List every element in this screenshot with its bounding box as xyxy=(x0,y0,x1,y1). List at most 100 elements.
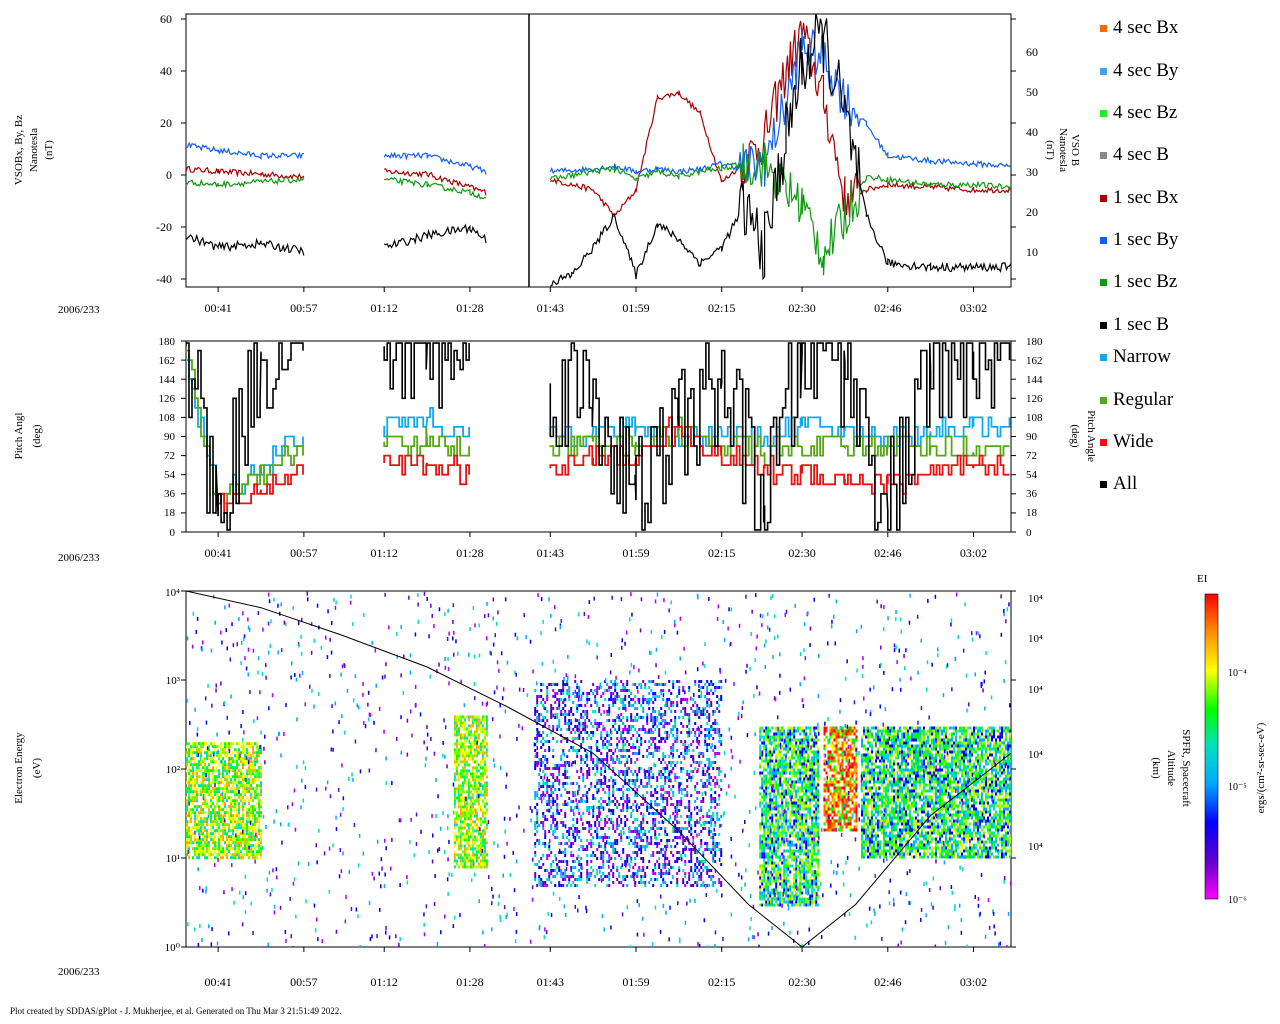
y2-tick-label: 10 xyxy=(1026,245,1038,259)
y-tick-label: 40 xyxy=(160,64,172,78)
spectrogram-cell xyxy=(238,844,240,848)
spectrogram-cell xyxy=(680,722,683,725)
spectrogram-cell xyxy=(463,766,466,770)
spectrogram-cell xyxy=(642,701,645,704)
spectrogram-cell xyxy=(694,863,697,866)
spectrogram-cell xyxy=(620,839,623,842)
spectrogram-cell xyxy=(568,797,571,800)
spectrogram-cell xyxy=(777,819,780,823)
spectrogram-cell xyxy=(592,725,595,728)
spectrogram-cell xyxy=(248,772,250,776)
spectrogram-cell xyxy=(702,770,705,773)
spectrogram-cell xyxy=(228,844,230,848)
y-tick-label: 10⁰ xyxy=(165,942,181,954)
spectrogram-cell xyxy=(192,802,194,806)
spectrogram-cell xyxy=(224,775,226,779)
spectrogram-cell xyxy=(777,762,780,766)
spectrogram-cell xyxy=(704,737,707,740)
spectrogram-cell xyxy=(471,844,474,848)
spectrogram-cell xyxy=(702,773,705,776)
spectrogram-cell xyxy=(793,738,796,742)
spectrogram-cell xyxy=(196,823,198,827)
spectrogram-cell xyxy=(789,738,792,742)
spectrogram-cell xyxy=(648,698,651,701)
spectrogram-cell xyxy=(652,851,655,854)
spectrogram-cell xyxy=(204,772,206,776)
spectrogram-cell xyxy=(775,846,778,850)
spectrogram-cell xyxy=(789,729,792,733)
spectrogram-cell xyxy=(463,763,466,767)
spectrogram-cell xyxy=(242,766,244,770)
spectrogram-cell xyxy=(477,778,480,782)
spectrogram-cell xyxy=(686,752,689,755)
spectrogram-cell xyxy=(692,698,695,701)
spectrogram-cell xyxy=(634,830,637,833)
spectrogram-cell xyxy=(773,774,776,778)
y2-tick-label: 10⁴ xyxy=(1028,749,1043,761)
spectrogram-cell xyxy=(552,833,555,836)
spectrogram-cell xyxy=(570,869,573,872)
spectrogram-cell xyxy=(224,850,226,854)
spectrogram-cell xyxy=(188,784,190,788)
spectrogram-cell xyxy=(708,761,711,764)
spectrogram-cell xyxy=(785,813,788,817)
spectrogram-cell xyxy=(194,796,196,800)
spectrogram-cell xyxy=(630,875,633,878)
spectrogram-cell xyxy=(455,835,458,839)
spectrogram-cell xyxy=(678,821,681,824)
spectrogram-cell xyxy=(554,800,557,803)
spectrogram-cell xyxy=(666,791,669,794)
spectrogram-cell xyxy=(660,737,663,740)
spectrogram-cell xyxy=(696,707,699,710)
spectrogram-cell xyxy=(550,791,553,794)
spectrogram-cell xyxy=(477,805,480,809)
spectrogram-cell xyxy=(236,811,238,815)
spectrogram-cell xyxy=(238,787,240,791)
spectrogram-cell xyxy=(453,844,456,848)
spectrogram-cell xyxy=(767,900,770,904)
spectrogram-cell xyxy=(574,806,577,809)
spectrogram-cell xyxy=(670,746,673,749)
spectrogram-cell xyxy=(475,799,478,803)
spectrogram-cell xyxy=(560,872,563,875)
spectrogram-cell xyxy=(248,829,250,833)
spectrogram-cell xyxy=(630,860,633,863)
spectrogram-cell xyxy=(455,739,458,743)
spectrogram-cell xyxy=(479,841,482,845)
spectrogram-cell xyxy=(608,836,611,839)
series-line-1-sec-b xyxy=(186,14,1011,287)
spectrogram-cell xyxy=(552,785,555,788)
spectrogram-cell xyxy=(694,788,697,791)
spectrogram-cell xyxy=(204,757,206,761)
spectrogram-cell xyxy=(485,742,488,746)
spectrogram-cell xyxy=(590,755,593,758)
spectrogram-cell xyxy=(453,727,456,731)
y2-tick-label: 162 xyxy=(1026,355,1043,367)
spectrogram-cell xyxy=(638,734,641,737)
spectrogram-cell xyxy=(787,840,790,844)
spectrogram-cell xyxy=(718,803,721,806)
spectrogram-cell xyxy=(682,827,685,830)
spectrogram-cell xyxy=(708,743,711,746)
spectrogram-cell xyxy=(220,838,222,842)
spectrogram-cell xyxy=(763,864,766,868)
spectrogram-cell xyxy=(614,773,617,776)
spectrogram-cell xyxy=(194,790,196,794)
spectrogram-cell xyxy=(234,847,236,851)
spectrogram-cell xyxy=(194,835,196,839)
spectrogram-cell xyxy=(698,728,701,731)
spectrogram-cell xyxy=(630,725,633,728)
spectrogram-cell xyxy=(564,719,567,722)
spectrogram-cell xyxy=(666,842,669,845)
spectrogram-cell xyxy=(612,866,615,869)
spectrogram-cell xyxy=(668,680,671,683)
spectrogram-cell xyxy=(230,835,232,839)
spectrogram-cell xyxy=(240,850,242,854)
spectrogram-cell xyxy=(216,787,218,791)
spectrogram-cell xyxy=(250,832,252,836)
spectrogram-cell xyxy=(696,812,699,815)
y2-tick-label: 60 xyxy=(1026,45,1038,59)
spectrogram-cell xyxy=(787,780,790,784)
spectrogram-cell xyxy=(718,704,721,707)
spectrogram-cell xyxy=(676,830,679,833)
